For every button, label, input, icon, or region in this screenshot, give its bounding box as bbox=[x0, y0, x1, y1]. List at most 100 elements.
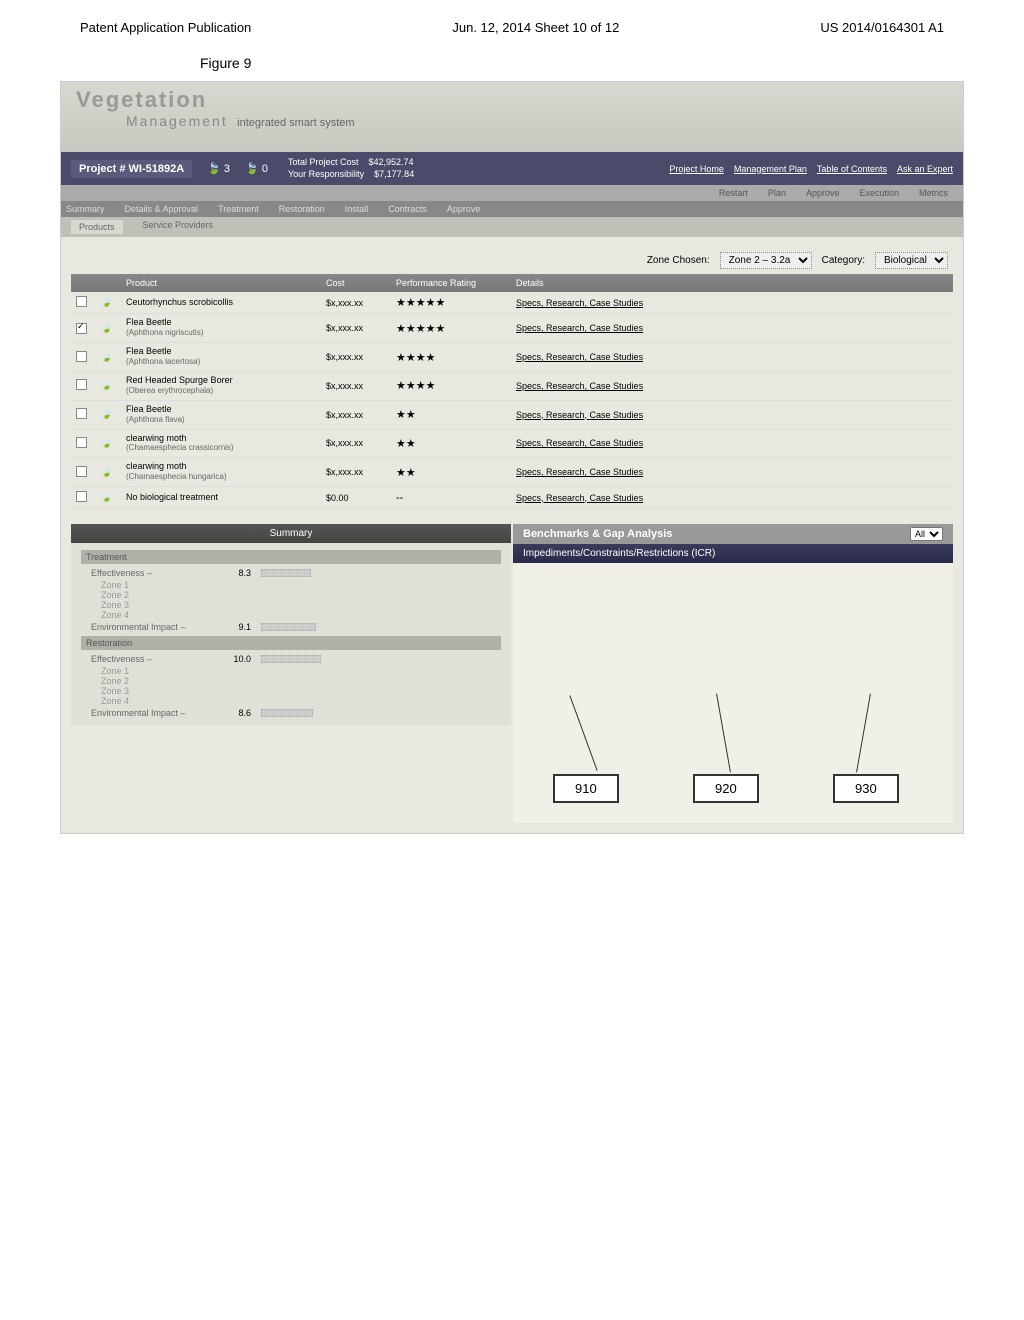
nav1-approve[interactable]: Approve bbox=[447, 204, 481, 214]
product-details-link[interactable]: Specs, Research, Case Studies bbox=[516, 467, 716, 477]
summary-category: Treatment bbox=[81, 550, 501, 564]
product-details-link[interactable]: Specs, Research, Case Studies bbox=[516, 410, 716, 420]
product-name: No biological treatment bbox=[126, 493, 326, 503]
link-mgmt-plan[interactable]: Management Plan bbox=[734, 164, 807, 174]
summary-zone: Zone 1 bbox=[81, 666, 501, 676]
leaf-icon: 🍃 bbox=[101, 297, 126, 308]
product-name: Red Headed Spurge Borer(Oberea erythroce… bbox=[126, 376, 326, 396]
product-rating: ★★★★★ bbox=[396, 322, 516, 335]
nav2-approve[interactable]: Approve bbox=[806, 188, 840, 198]
row-checkbox[interactable] bbox=[76, 323, 87, 334]
logo-title: Vegetation bbox=[76, 87, 207, 112]
summary-zone: Zone 3 bbox=[81, 686, 501, 696]
product-name: clearwing moth(Chamaesphecia hungarica) bbox=[126, 462, 326, 482]
nav2-restart[interactable]: Restart bbox=[719, 188, 748, 198]
category-label: Category: bbox=[822, 255, 865, 266]
table-header: Product Cost Performance Rating Details bbox=[71, 274, 953, 292]
product-cost: $x,xxx.xx bbox=[326, 438, 396, 448]
row-checkbox[interactable] bbox=[76, 491, 87, 502]
product-details-link[interactable]: Specs, Research, Case Studies bbox=[516, 381, 716, 391]
leaf-icon: 🍃 bbox=[101, 380, 126, 391]
cost2-label: Your Responsibility bbox=[288, 169, 364, 181]
leaf-icon: 🍃 bbox=[101, 409, 126, 420]
product-name: Flea Beetle(Aphthona lacertosa) bbox=[126, 347, 326, 367]
sub-tabs: Products Service Providers bbox=[61, 217, 963, 237]
th-cost: Cost bbox=[326, 278, 396, 288]
nav2-execution[interactable]: Execution bbox=[859, 188, 899, 198]
summary-metric: Environmental Impact –9.1 bbox=[81, 620, 501, 634]
table-row: 🍃 Flea Beetle(Aphthona lacertosa) $x,xxx… bbox=[71, 343, 953, 372]
product-cost: $x,xxx.xx bbox=[326, 467, 396, 477]
row-checkbox[interactable] bbox=[76, 408, 87, 419]
table-row: 🍃 clearwing moth(Chamaesphecia hungarica… bbox=[71, 458, 953, 487]
callout-930: 930 bbox=[833, 774, 899, 803]
nav1-restoration[interactable]: Restoration bbox=[279, 204, 325, 214]
row-checkbox[interactable] bbox=[76, 351, 87, 362]
product-cost: $x,xxx.xx bbox=[326, 323, 396, 333]
row-checkbox[interactable] bbox=[76, 437, 87, 448]
row-checkbox[interactable] bbox=[76, 379, 87, 390]
product-rating: ★★★★ bbox=[396, 379, 516, 392]
icon2-count: 0 bbox=[262, 163, 268, 175]
leaf-icon: 🍃 bbox=[101, 352, 126, 363]
nav2-plan[interactable]: Plan bbox=[768, 188, 786, 198]
row-checkbox[interactable] bbox=[76, 296, 87, 307]
category-select[interactable]: Biological bbox=[875, 252, 948, 269]
product-name: clearwing moth(Chamaesphecia crassicorni… bbox=[126, 434, 326, 454]
product-cost: $x,xxx.xx bbox=[326, 298, 396, 308]
product-cost: $x,xxx.xx bbox=[326, 381, 396, 391]
product-name: Ceutorhynchus scrobicollis bbox=[126, 298, 326, 308]
product-details-link[interactable]: Specs, Research, Case Studies bbox=[516, 323, 716, 333]
product-details-link[interactable]: Specs, Research, Case Studies bbox=[516, 493, 716, 503]
leaf-icon: 🍃 bbox=[101, 323, 126, 334]
nav1-details[interactable]: Details & Approval bbox=[125, 204, 199, 214]
product-rating: ★★ bbox=[396, 437, 516, 450]
th-details: Details bbox=[516, 278, 666, 288]
table-body: 🍃 Ceutorhynchus scrobicollis $x,xxx.xx ★… bbox=[71, 292, 953, 509]
product-rating: ★★★★★ bbox=[396, 296, 516, 309]
product-details-link[interactable]: Specs, Research, Case Studies bbox=[516, 438, 716, 448]
summary-metric: Effectiveness –10.0 bbox=[81, 652, 501, 666]
sheet-label: Jun. 12, 2014 Sheet 10 of 12 bbox=[452, 20, 619, 35]
icr-body: 910 920 930 bbox=[513, 563, 953, 823]
nav1-install[interactable]: Install bbox=[345, 204, 369, 214]
nav-secondary: Restart Plan Approve Execution Metrics bbox=[61, 185, 963, 201]
callout-910: 910 bbox=[553, 774, 619, 803]
icon1-count: 3 bbox=[224, 163, 230, 175]
subtab-providers[interactable]: Service Providers bbox=[143, 220, 214, 234]
nav2-metrics[interactable]: Metrics bbox=[919, 188, 948, 198]
product-details-link[interactable]: Specs, Research, Case Studies bbox=[516, 352, 716, 362]
product-rating: ★★ bbox=[396, 408, 516, 421]
th-product: Product bbox=[126, 278, 326, 288]
nav1-treatment[interactable]: Treatment bbox=[218, 204, 259, 214]
product-rating: -- bbox=[396, 492, 516, 504]
zone-select[interactable]: Zone 2 – 3.2a bbox=[720, 252, 812, 269]
leaf-icon: 🍃 0 bbox=[245, 162, 268, 175]
nav1-summary[interactable]: Summary bbox=[66, 204, 105, 214]
project-id: Project # WI-51892A bbox=[71, 160, 192, 178]
product-rating: ★★ bbox=[396, 466, 516, 479]
benchmarks-select[interactable]: All bbox=[910, 527, 943, 541]
summary-zone: Zone 4 bbox=[81, 696, 501, 706]
zone-chosen-label: Zone Chosen: bbox=[647, 255, 710, 266]
product-details-link[interactable]: Specs, Research, Case Studies bbox=[516, 298, 716, 308]
logo-subtitle: Management bbox=[126, 113, 228, 129]
pub-label: Patent Application Publication bbox=[80, 20, 251, 35]
link-ask-expert[interactable]: Ask an Expert bbox=[897, 164, 953, 174]
link-toc[interactable]: Table of Contents bbox=[817, 164, 887, 174]
nav1-contracts[interactable]: Contracts bbox=[388, 204, 427, 214]
leaf-icon: 🍃 bbox=[101, 438, 126, 449]
figure-label: Figure 9 bbox=[0, 45, 1024, 81]
app-header: Vegetation Management integrated smart s… bbox=[61, 82, 963, 152]
callout-920: 920 bbox=[693, 774, 759, 803]
link-project-home[interactable]: Project Home bbox=[669, 164, 724, 174]
patent-num: US 2014/0164301 A1 bbox=[820, 20, 944, 35]
logo-tagline: integrated smart system bbox=[237, 117, 354, 129]
summary-zone: Zone 3 bbox=[81, 600, 501, 610]
summary-zone: Zone 2 bbox=[81, 676, 501, 686]
subtab-products[interactable]: Products bbox=[71, 220, 123, 234]
table-row: 🍃 Red Headed Spurge Borer(Oberea erythro… bbox=[71, 372, 953, 401]
row-checkbox[interactable] bbox=[76, 466, 87, 477]
summary-zone: Zone 2 bbox=[81, 590, 501, 600]
product-cost: $x,xxx.xx bbox=[326, 410, 396, 420]
